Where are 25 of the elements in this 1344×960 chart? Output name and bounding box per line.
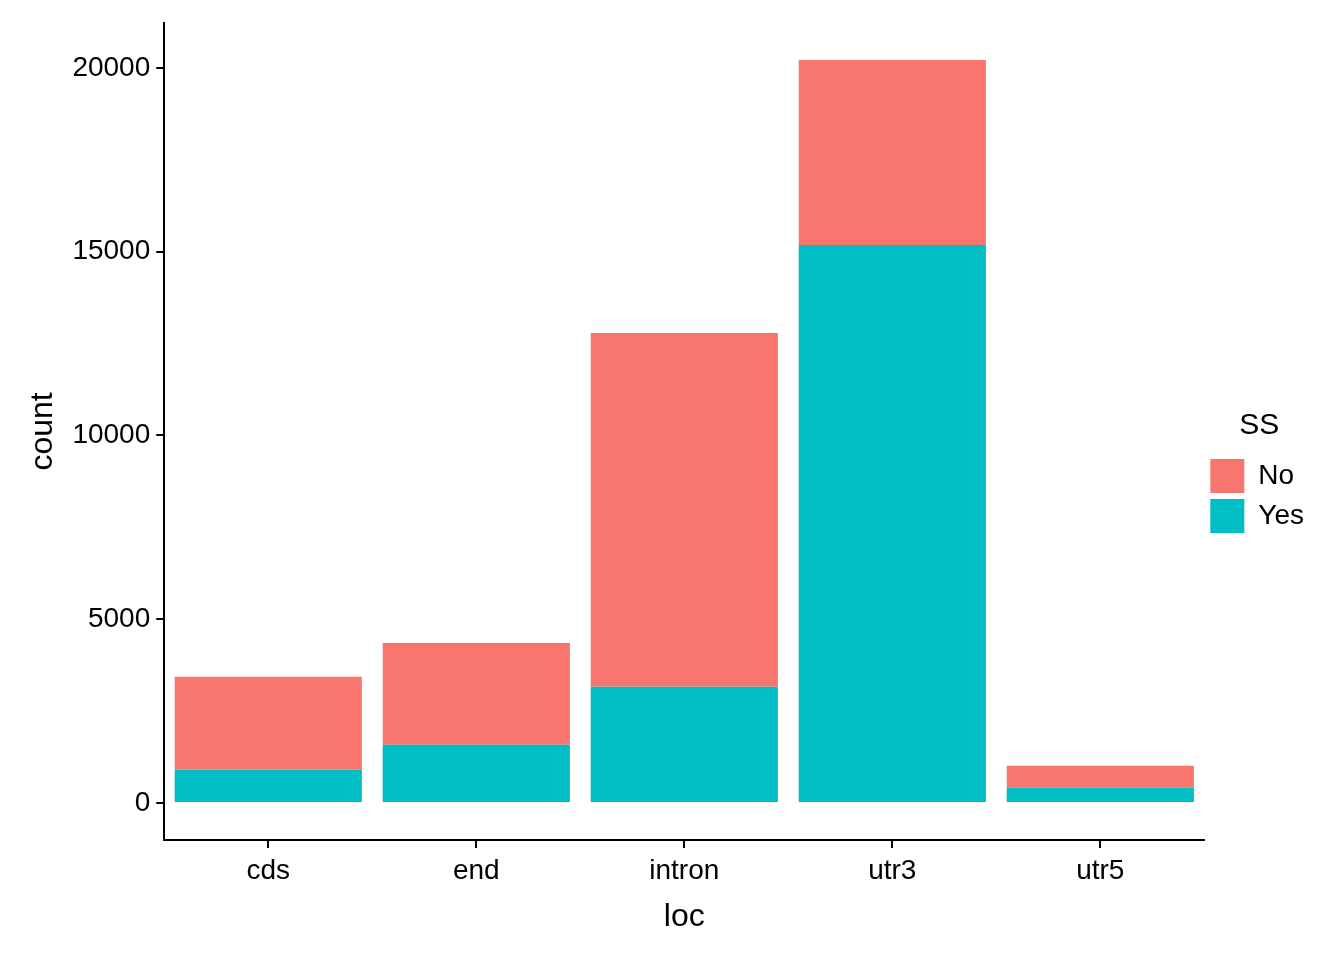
bar	[798, 245, 986, 802]
bar	[590, 332, 778, 687]
x-tick-label: utr5	[1076, 853, 1125, 885]
y-tick-label: 10000	[72, 418, 151, 450]
y-tick-label: 0	[134, 785, 151, 817]
legend-label: No	[1258, 458, 1295, 490]
y-tick-label: 20000	[72, 50, 151, 82]
bar	[1006, 787, 1194, 802]
bar	[174, 769, 362, 802]
bar	[174, 676, 362, 770]
x-tick-label: cds	[246, 853, 291, 885]
y-tick-label: 15000	[72, 234, 151, 266]
x-tick-label: end	[452, 853, 500, 885]
legend-title: SS	[1239, 407, 1280, 441]
bar	[1006, 765, 1194, 788]
x-tick-label: intron	[649, 853, 720, 885]
x-axis-title: loc	[663, 896, 705, 933]
bar	[590, 686, 778, 802]
y-tick-label: 5000	[87, 601, 151, 633]
bar	[798, 59, 986, 246]
bar	[382, 643, 570, 745]
legend-label: Yes	[1258, 498, 1305, 530]
y-axis-title: count	[23, 392, 60, 471]
x-tick-label: utr3	[868, 853, 917, 885]
bar	[382, 744, 570, 802]
